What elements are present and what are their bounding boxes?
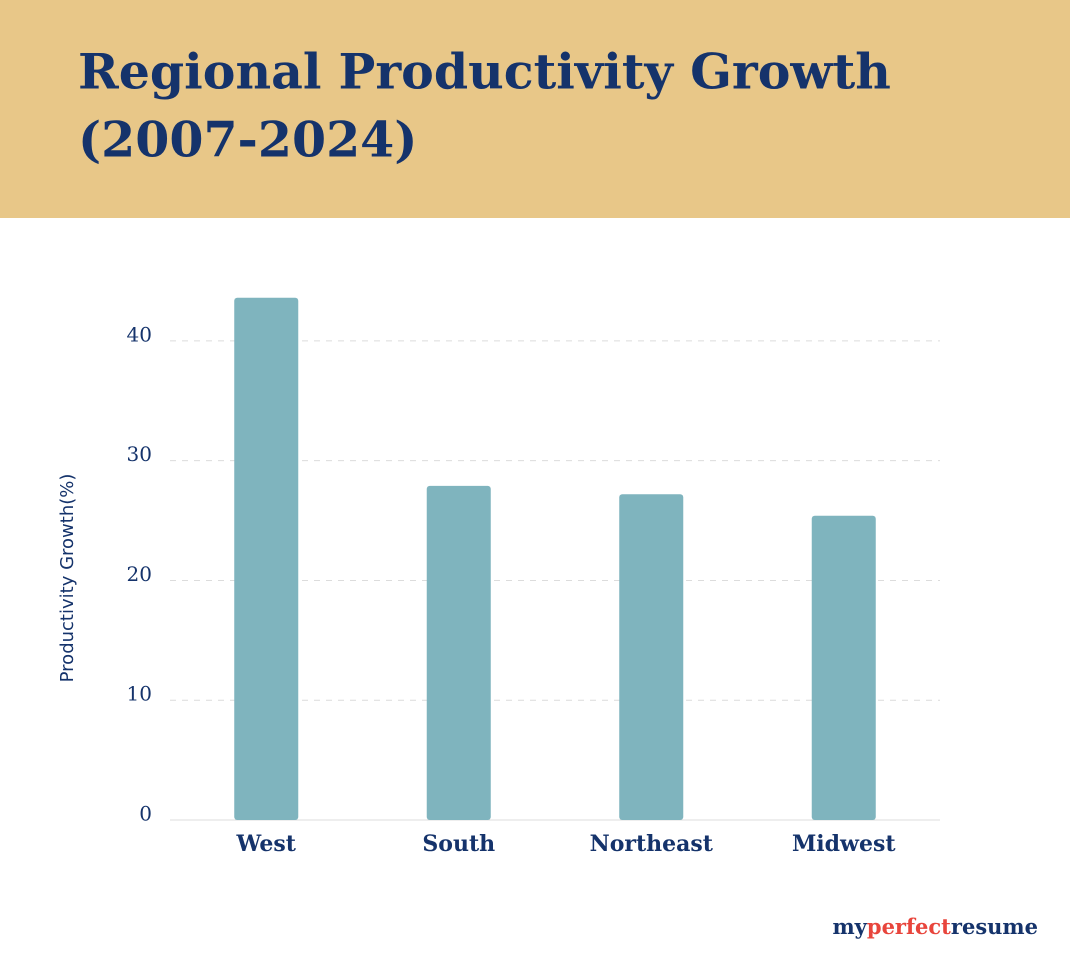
bar [234,297,299,820]
chart-title: (2007-2024) [78,111,417,169]
brand-part: perfect [867,914,951,939]
x-tick-label: West [236,831,297,857]
y-tick-label: 0 [139,802,152,826]
bar [619,494,684,820]
x-tick-label: South [422,831,495,857]
header-band [0,0,1070,218]
x-tick-label: Northeast [590,831,714,857]
chart-title: Regional Productivity Growth [78,43,891,101]
y-tick-label: 20 [127,562,152,586]
brand-part: my [832,914,867,939]
brand-logo: myperfectresume [832,914,1038,939]
y-tick-label: 40 [127,322,152,346]
y-tick-label: 10 [127,682,152,706]
bar [426,485,491,820]
x-tick-label: Midwest [792,831,896,857]
bar [811,515,876,820]
brand-part: resume [951,914,1038,939]
y-axis-label: Productivity Growth(%) [57,474,78,683]
y-tick-label: 30 [127,442,152,466]
